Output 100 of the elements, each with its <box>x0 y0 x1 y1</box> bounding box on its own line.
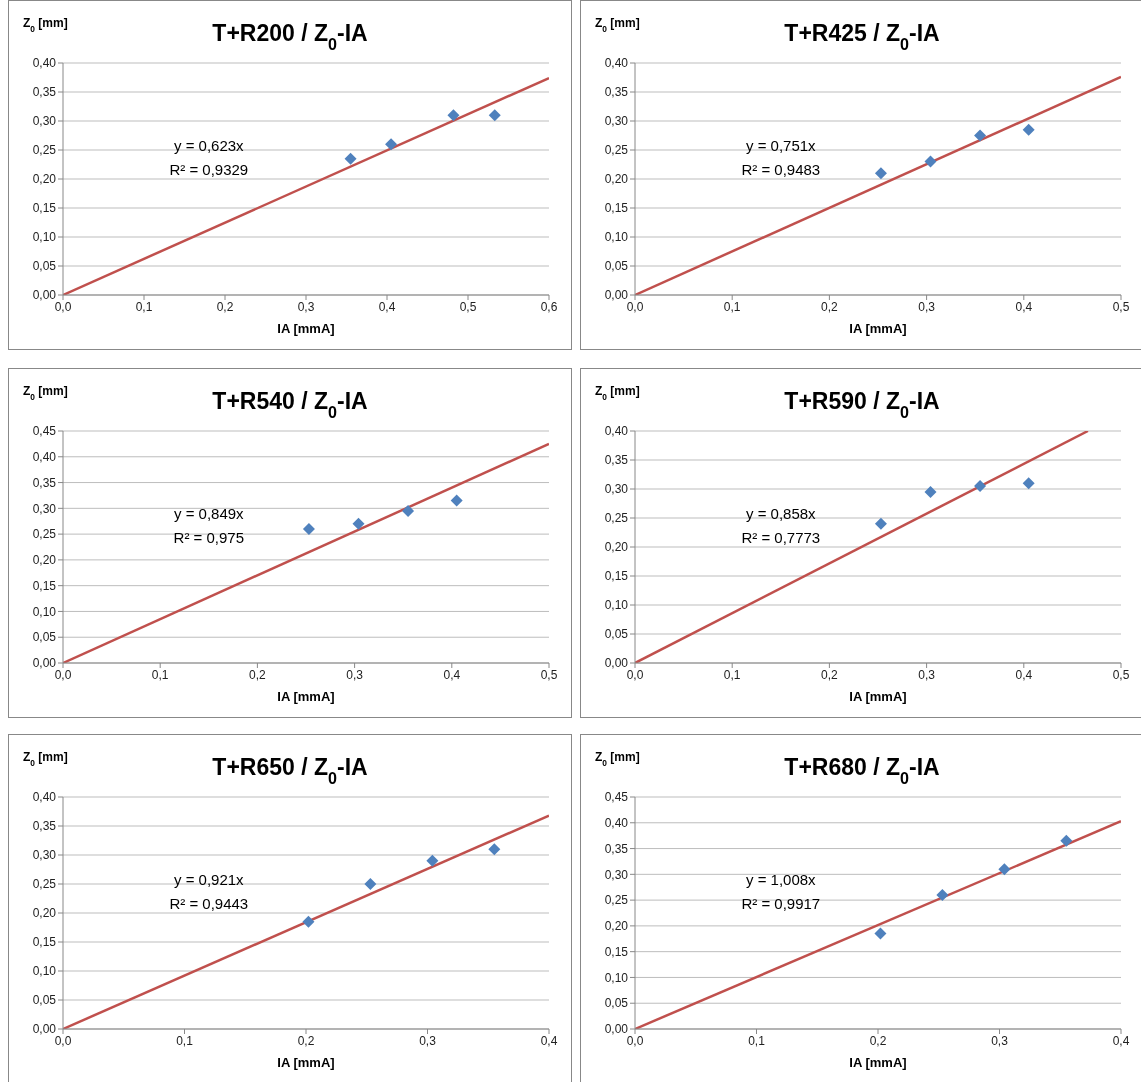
x-tick-label: 0,4 <box>378 299 396 314</box>
x-tick-label: 0,1 <box>176 1033 194 1048</box>
y-tick-label: 0,10 <box>604 970 629 985</box>
x-tick-label: 0,3 <box>991 1033 1009 1048</box>
x-tick-label: 0,3 <box>346 667 364 682</box>
annotation: R² = 0,975 <box>173 529 245 547</box>
x-tick-label: 0,0 <box>54 299 72 314</box>
y-tick-label: 0,25 <box>32 143 57 158</box>
x-tick-label: 0,6 <box>540 299 558 314</box>
y-tick-label: 0,15 <box>32 201 57 216</box>
x-axis-title: IA [mmA] <box>849 689 907 704</box>
y-tick-label: 0,05 <box>32 993 57 1008</box>
y-tick-label: 0,05 <box>32 259 57 274</box>
y-tick-label: 0,05 <box>604 996 629 1011</box>
point <box>447 109 460 122</box>
point <box>874 517 887 530</box>
y-tick-label: 0,10 <box>32 230 57 245</box>
y-tick-label: 0,15 <box>604 201 629 216</box>
annotation: R² = 0,7773 <box>741 529 821 547</box>
y-tick-label: 0,45 <box>32 424 57 439</box>
x-tick-label: 0,2 <box>297 1033 315 1048</box>
y-tick-label: 0,05 <box>604 627 629 642</box>
point <box>924 485 937 498</box>
y-tick-label: 0,25 <box>32 877 57 892</box>
point <box>488 843 501 856</box>
x-tick-label: 0,0 <box>54 1033 72 1048</box>
annotation: R² = 0,9483 <box>741 161 821 179</box>
y-axis-title: Z$_{0}$ [mm] <box>595 384 640 402</box>
annotation: y = 0,623x <box>173 137 245 155</box>
y-axis-title: Z$_{0}$ [mm] <box>23 384 68 402</box>
y-tick-label: 0,45 <box>604 790 629 805</box>
y-axis-title: Z$_{0}$ [mm] <box>595 750 640 768</box>
point <box>364 878 377 890</box>
y-tick-label: 0,10 <box>604 598 629 613</box>
y-tick-label: 0,00 <box>604 656 629 671</box>
y-tick-label: 0,40 <box>604 424 629 439</box>
x-tick-label: 0,2 <box>821 299 839 314</box>
chart-title: T+R425 / Z$_{0}$-IA <box>784 20 940 53</box>
y-tick-label: 0,00 <box>604 288 629 303</box>
x-tick-label: 0,3 <box>918 667 936 682</box>
point <box>974 480 987 493</box>
annotation: R² = 0,9917 <box>741 895 821 913</box>
x-tick-label: 0,1 <box>723 667 741 682</box>
y-tick-label: 0,00 <box>32 288 57 303</box>
point <box>1022 123 1035 136</box>
y-tick-label: 0,40 <box>32 790 57 805</box>
y-axis-title: Z$_{0}$ [mm] <box>23 750 68 768</box>
x-tick-label: 0,2 <box>216 299 234 314</box>
x-tick-label: 0,5 <box>1112 667 1130 682</box>
x-tick-label: 0,1 <box>135 299 153 314</box>
annotation: y = 0,849x <box>173 505 245 523</box>
x-tick-label: 0,2 <box>249 667 267 682</box>
y-tick-label: 0,35 <box>604 453 629 468</box>
point <box>352 517 365 530</box>
x-tick-label: 0,0 <box>626 1033 644 1048</box>
y-tick-label: 0,40 <box>604 816 629 831</box>
chart-title: T+R590 / Z$_{0}$-IA <box>784 388 940 421</box>
x-tick-label: 0,4 <box>1015 667 1033 682</box>
y-tick-label: 0,00 <box>32 1022 57 1037</box>
y-tick-label: 0,30 <box>604 482 629 497</box>
y-tick-label: 0,30 <box>604 867 629 882</box>
x-axis-title: IA [mmA] <box>277 321 335 336</box>
x-axis-title: IA [mmA] <box>277 1055 335 1070</box>
y-tick-label: 0,40 <box>32 450 57 465</box>
chart-title: T+R540 / Z$_{0}$-IA <box>212 388 368 421</box>
point <box>450 494 463 507</box>
point <box>344 152 357 165</box>
y-tick-label: 0,20 <box>32 172 57 187</box>
y-tick-label: 0,35 <box>32 819 57 834</box>
y-axis-title: Z$_{0}$ [mm] <box>23 16 68 34</box>
y-tick-label: 0,30 <box>32 848 57 863</box>
annotation: y = 0,858x <box>745 505 817 523</box>
point <box>488 109 501 122</box>
y-tick-label: 0,25 <box>604 893 629 908</box>
x-tick-label: 0,0 <box>54 667 72 682</box>
y-tick-label: 0,40 <box>32 56 57 71</box>
y-tick-label: 0,20 <box>604 919 629 934</box>
annotation: R² = 0,9329 <box>169 161 249 179</box>
annotation: y = 1,008x <box>745 871 817 889</box>
y-tick-label: 0,35 <box>32 475 57 490</box>
y-tick-label: 0,30 <box>604 114 629 129</box>
x-axis-title: IA [mmA] <box>849 321 907 336</box>
x-tick-label: 0,2 <box>869 1033 887 1048</box>
y-tick-label: 0,35 <box>604 85 629 100</box>
x-tick-label: 0,5 <box>459 299 477 314</box>
y-tick-label: 0,05 <box>32 630 57 645</box>
x-tick-label: 0,0 <box>626 667 644 682</box>
y-tick-label: 0,05 <box>604 259 629 274</box>
annotation: y = 0,751x <box>745 137 817 155</box>
point <box>974 129 987 142</box>
chart-title: T+R200 / Z$_{0}$-IA <box>212 20 368 53</box>
x-tick-label: 0,4 <box>540 1033 558 1048</box>
y-axis-title: Z$_{0}$ [mm] <box>595 16 640 34</box>
x-tick-label: 0,1 <box>723 299 741 314</box>
y-tick-label: 0,25 <box>604 511 629 526</box>
chart-title: T+R680 / Z$_{0}$-IA <box>784 754 940 787</box>
y-tick-label: 0,40 <box>604 56 629 71</box>
point <box>874 927 887 940</box>
y-tick-label: 0,25 <box>32 527 57 542</box>
y-tick-label: 0,20 <box>32 553 57 568</box>
